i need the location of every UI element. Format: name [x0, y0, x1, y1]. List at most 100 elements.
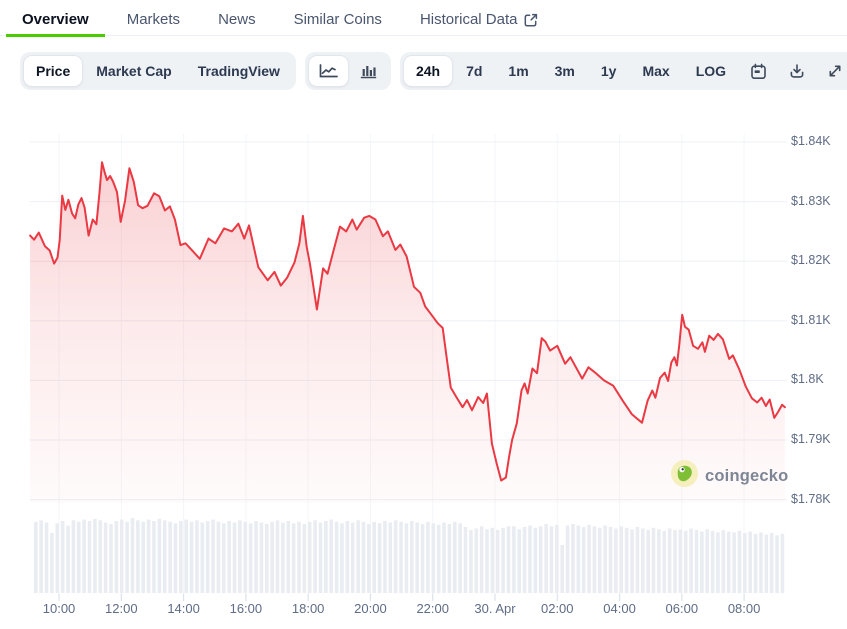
tab-markets[interactable]: Markets [127, 4, 180, 36]
range-1y-button[interactable]: 1y [589, 56, 629, 86]
volume-bar [657, 529, 661, 594]
chart-toolbar: Price Market Cap TradingView [20, 52, 847, 90]
volume-bar [506, 526, 511, 594]
volume-bar [662, 530, 667, 594]
volume-bar [495, 530, 500, 593]
volume-bar [388, 522, 393, 593]
volume-bar [66, 525, 70, 593]
tab-news[interactable]: News [218, 4, 256, 36]
chart-type-toggle-group [304, 52, 391, 90]
volume-bar [195, 520, 199, 594]
range-3m-button[interactable]: 3m [543, 56, 587, 86]
coingecko-watermark: coingecko [671, 460, 788, 492]
tab-label: Historical Data [419, 11, 518, 28]
volume-bar [275, 520, 280, 594]
x-axis-label: 22:00 [416, 601, 449, 616]
y-axis-label: $1.81K [791, 312, 831, 327]
tradingview-button[interactable]: TradingView [186, 56, 292, 86]
volume-bar [764, 534, 769, 593]
volume-bar [743, 533, 747, 593]
tab-historical-data[interactable]: Historical Data [420, 4, 539, 36]
volume-bar [501, 527, 505, 594]
download-button[interactable] [779, 56, 815, 86]
line-chart-button[interactable] [308, 56, 348, 86]
volume-bar [485, 529, 489, 594]
volume-bar [146, 519, 151, 593]
volume-bar [345, 521, 350, 593]
x-axis-label: 30. Apr [474, 601, 516, 616]
volume-bar [248, 523, 253, 594]
volume-bar [748, 531, 752, 593]
volume-bar [318, 522, 323, 593]
volume-bar [222, 523, 226, 594]
volume-bar [410, 521, 414, 593]
y-axis-label: $1.78K [791, 491, 831, 506]
volume-bar [667, 528, 672, 593]
volume-bar [50, 533, 54, 593]
volume-bar [436, 524, 441, 594]
volume-bar [769, 533, 774, 593]
fullscreen-button[interactable] [817, 56, 847, 86]
coingecko-logo-icon [671, 460, 698, 492]
x-axis-label: 04:00 [603, 601, 636, 616]
volume-bar [399, 521, 403, 594]
volume-bar [372, 521, 376, 594]
range-1m-button[interactable]: 1m [496, 56, 540, 86]
volume-bar [270, 521, 274, 594]
range-max-button[interactable]: Max [630, 56, 681, 86]
volume-bar [60, 521, 65, 593]
volume-bar [211, 519, 215, 593]
volume-bar [173, 523, 178, 594]
volume-bar [98, 520, 103, 594]
range-7d-button[interactable]: 7d [454, 56, 494, 86]
volume-bar [490, 527, 495, 594]
volume-bar [705, 529, 710, 594]
volume-bar [581, 527, 586, 593]
x-axis-label: 10:00 [42, 601, 76, 616]
volume-bar [119, 519, 124, 593]
volume-bar [512, 526, 516, 594]
volume-bar [179, 521, 183, 593]
volume-bar [587, 524, 591, 594]
tab-overview[interactable]: Overview [6, 4, 105, 37]
volume-bar [452, 521, 457, 594]
y-axis-label: $1.83K [791, 193, 831, 208]
volume-bar [759, 532, 763, 594]
x-axis-label: 20:00 [354, 601, 387, 616]
volume-bar [458, 523, 462, 594]
volume-bar [114, 521, 119, 593]
tab-similar-coins[interactable]: Similar Coins [294, 4, 382, 36]
volume-bar [157, 518, 162, 594]
volume-bar [367, 524, 371, 593]
volume-bar [313, 520, 317, 594]
volume-bar [264, 524, 269, 593]
volume-bar [393, 520, 398, 594]
volume-bar [635, 527, 640, 593]
calendar-button[interactable] [740, 56, 777, 86]
tab-label: Markets [126, 11, 181, 28]
bar-chart-button[interactable] [350, 56, 387, 86]
volume-bar [76, 521, 81, 594]
log-scale-button[interactable]: LOG [684, 56, 738, 86]
line-chart-icon [319, 63, 338, 79]
volume-bar [130, 518, 135, 593]
tab-label: Similar Coins [293, 11, 382, 28]
volume-bar [205, 521, 210, 593]
volume-bar [710, 530, 715, 594]
volume-bar [753, 533, 758, 594]
volume-bar [259, 522, 264, 593]
range-24h-button[interactable]: 24h [403, 56, 453, 86]
volume-bar [291, 523, 296, 594]
volume-bar [103, 522, 108, 593]
volume-bar [646, 530, 650, 593]
volume-bar [442, 522, 446, 593]
y-axis-label: $1.82K [791, 253, 831, 268]
volume-bar [624, 527, 629, 594]
volume-bar [700, 531, 704, 593]
volume-bar [44, 522, 49, 593]
price-button[interactable]: Price [24, 56, 83, 86]
market-cap-button[interactable]: Market Cap [84, 56, 183, 86]
time-range-group: 24h 7d 1m 3m 1y Max LOG [399, 52, 847, 90]
volume-bar [533, 527, 538, 594]
